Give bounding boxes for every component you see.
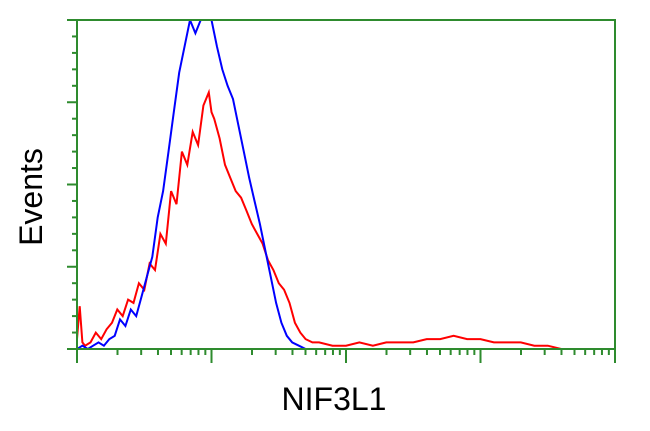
y-axis-label: Events (13, 148, 49, 246)
series-line-1 (77, 88, 589, 349)
plot-frame (76, 19, 616, 350)
series-line-2 (77, 20, 320, 349)
x-axis-label: NIF3L1 (282, 381, 387, 417)
plot-layer (67, 19, 616, 363)
